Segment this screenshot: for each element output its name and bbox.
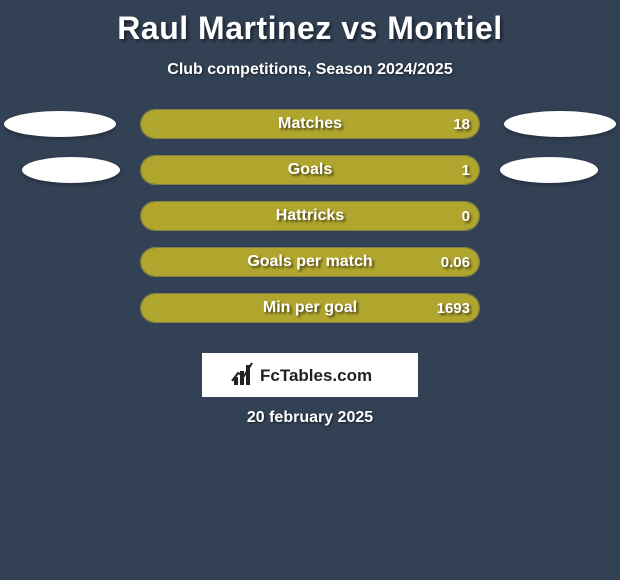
stat-bar-fill	[141, 248, 479, 276]
stat-row: Goals per match 0.06	[0, 245, 620, 291]
player-ellipse-right	[504, 111, 616, 137]
stat-row: Goals 1	[0, 153, 620, 199]
stat-bar	[140, 247, 480, 277]
subtitle: Club competitions, Season 2024/2025	[0, 61, 620, 79]
stat-bar	[140, 293, 480, 323]
stat-row: Matches 18	[0, 107, 620, 153]
stat-bar-fill	[141, 110, 479, 138]
fctables-logo-svg: FcTables.com	[230, 359, 390, 391]
stat-bar-fill	[141, 156, 479, 184]
player-ellipse-left	[4, 111, 116, 137]
stat-row: Min per goal 1693	[0, 291, 620, 337]
stat-bar-fill	[141, 202, 479, 230]
player-ellipse-right	[500, 157, 598, 183]
page-title: Raul Martinez vs Montiel	[0, 0, 620, 47]
logo-text: FcTables.com	[260, 366, 372, 385]
stat-bar-fill	[141, 294, 479, 322]
stat-bar	[140, 201, 480, 231]
stats-area: Matches 18 Goals 1 Hattricks 0 Goals per…	[0, 107, 620, 337]
fctables-logo[interactable]: FcTables.com	[202, 353, 418, 397]
stat-bar	[140, 109, 480, 139]
player-ellipse-left	[22, 157, 120, 183]
stat-row: Hattricks 0	[0, 199, 620, 245]
stat-bar	[140, 155, 480, 185]
date-text: 20 february 2025	[0, 409, 620, 427]
